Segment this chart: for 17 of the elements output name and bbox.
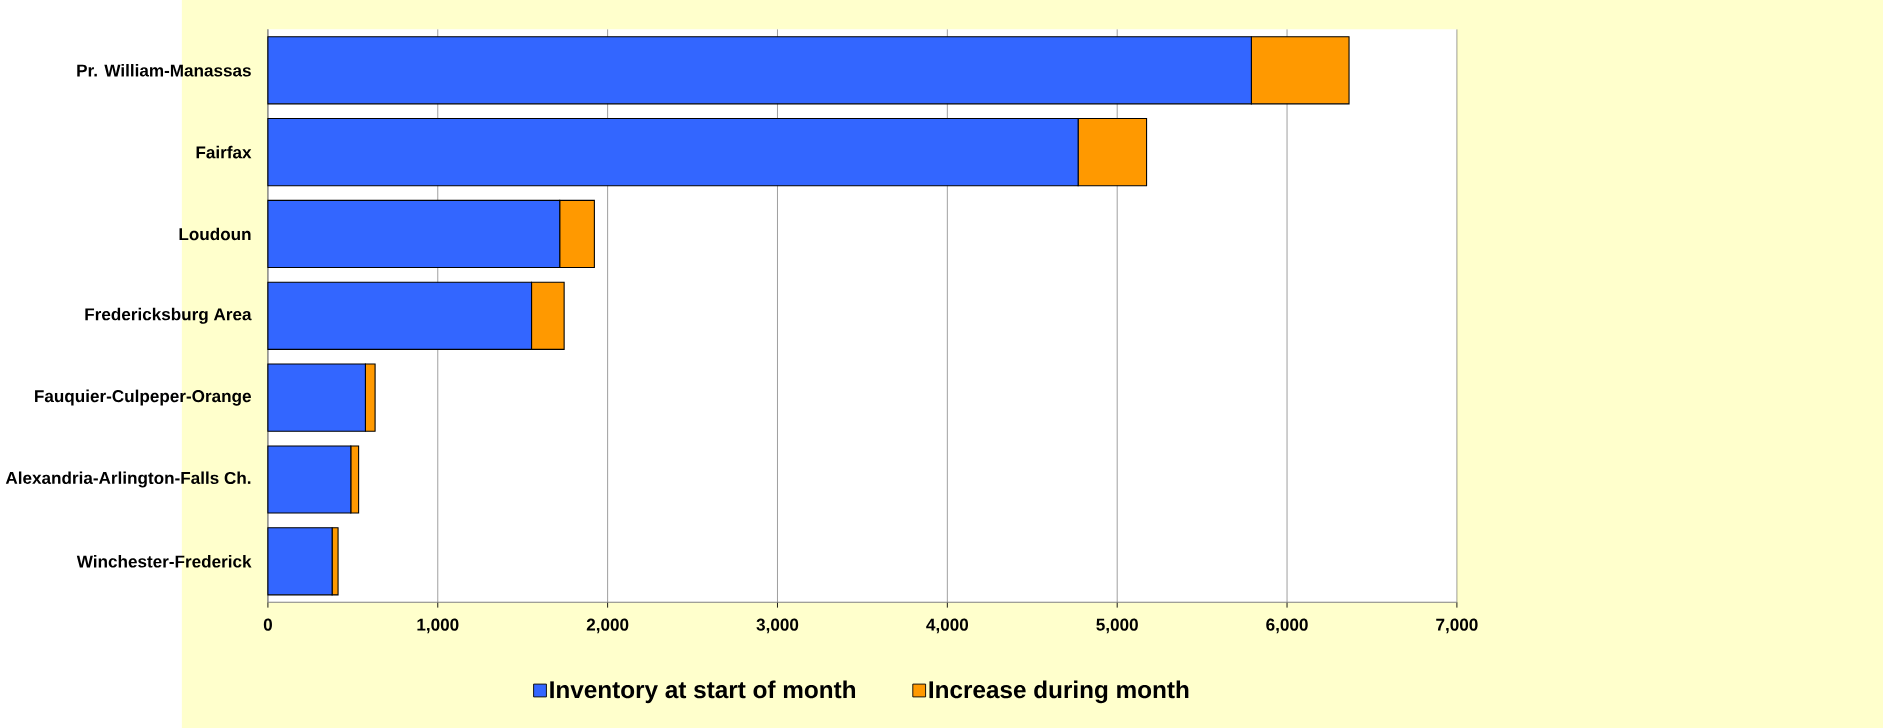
x-tick-label: 5,000 [1096,618,1138,634]
legend-label: Increase during month [929,680,1189,704]
y-tick-label: Fauquier-Culpeper-Orange [35,389,251,406]
y-tick-label: Alexandria-Arlington-Falls Ch. [5,471,251,488]
legend-label: Inventory at start of month [550,680,856,704]
y-tick-label: Winchester-Frederick [76,554,252,568]
y-tick-label: Loudoun [179,227,251,241]
x-tick-label: 2,000 [586,618,629,634]
y-tick-label: Fairfax [196,145,252,159]
x-tick-label: 3,000 [756,618,799,634]
x-tick-label: 4,000 [926,618,969,634]
y-tick-label: Fredericksburg Area [85,307,252,324]
x-tick-label: 1,000 [417,618,459,634]
x-tick-label: 6,000 [1266,618,1308,634]
x-tick-label: 0 [263,618,272,631]
y-tick-label: Pr. William-Manassas [77,63,251,77]
x-tick-label: 7,000 [1436,618,1478,634]
